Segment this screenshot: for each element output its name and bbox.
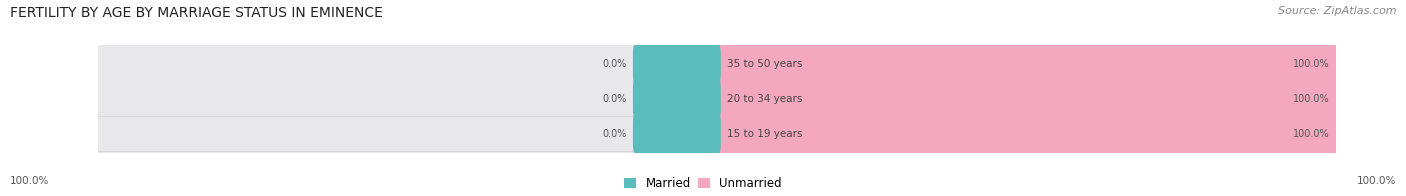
Text: 0.0%: 0.0% — [602, 59, 627, 69]
Text: 100.0%: 100.0% — [1294, 129, 1330, 139]
FancyBboxPatch shape — [633, 113, 721, 155]
FancyBboxPatch shape — [633, 78, 721, 120]
Text: 100.0%: 100.0% — [1294, 94, 1330, 104]
Text: FERTILITY BY AGE BY MARRIAGE STATUS IN EMINENCE: FERTILITY BY AGE BY MARRIAGE STATUS IN E… — [10, 6, 382, 20]
Text: 100.0%: 100.0% — [10, 176, 49, 186]
Text: 100.0%: 100.0% — [1294, 59, 1330, 69]
FancyBboxPatch shape — [713, 78, 1340, 120]
Text: 100.0%: 100.0% — [1357, 176, 1396, 186]
Text: 20 to 34 years: 20 to 34 years — [727, 94, 803, 104]
FancyBboxPatch shape — [83, 81, 1351, 186]
Text: 35 to 50 years: 35 to 50 years — [727, 59, 803, 69]
FancyBboxPatch shape — [83, 12, 1351, 117]
Text: Source: ZipAtlas.com: Source: ZipAtlas.com — [1278, 6, 1396, 16]
Text: 0.0%: 0.0% — [602, 94, 627, 104]
FancyBboxPatch shape — [713, 113, 1340, 155]
FancyBboxPatch shape — [633, 43, 721, 85]
Legend: Married, Unmarried: Married, Unmarried — [624, 177, 782, 190]
FancyBboxPatch shape — [83, 46, 1351, 152]
Text: 0.0%: 0.0% — [602, 129, 627, 139]
FancyBboxPatch shape — [713, 43, 1340, 85]
Text: 15 to 19 years: 15 to 19 years — [727, 129, 803, 139]
